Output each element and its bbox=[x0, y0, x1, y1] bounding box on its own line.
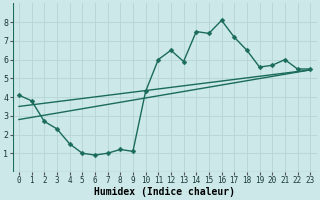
X-axis label: Humidex (Indice chaleur): Humidex (Indice chaleur) bbox=[94, 186, 235, 197]
